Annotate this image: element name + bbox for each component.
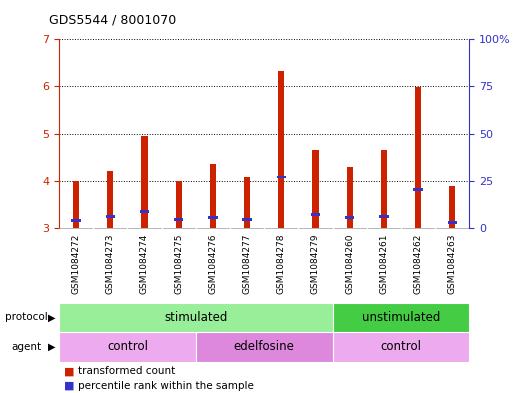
Text: GSM1084276: GSM1084276 — [208, 234, 218, 294]
Text: GSM1084278: GSM1084278 — [277, 234, 286, 294]
Bar — [196, 332, 332, 362]
Text: GSM1084273: GSM1084273 — [106, 234, 115, 294]
Text: GSM1084262: GSM1084262 — [413, 234, 423, 294]
Bar — [106, 215, 115, 218]
Bar — [345, 216, 354, 219]
Bar — [140, 210, 149, 213]
Bar — [142, 136, 148, 228]
Bar — [312, 150, 319, 228]
Text: unstimulated: unstimulated — [362, 311, 440, 324]
Text: stimulated: stimulated — [164, 311, 227, 324]
Text: GSM1084263: GSM1084263 — [448, 234, 457, 294]
Text: GSM1084272: GSM1084272 — [72, 234, 81, 294]
Text: GSM1084274: GSM1084274 — [140, 234, 149, 294]
Text: protocol: protocol — [5, 312, 48, 322]
Text: GSM1084279: GSM1084279 — [311, 234, 320, 294]
Bar — [208, 216, 218, 219]
Bar — [311, 213, 320, 216]
Bar — [381, 150, 387, 228]
Text: control: control — [381, 340, 422, 353]
Text: control: control — [107, 340, 148, 353]
Bar — [59, 303, 332, 332]
Text: ■: ■ — [64, 366, 74, 376]
Text: ■: ■ — [64, 381, 74, 391]
Bar — [73, 181, 79, 228]
Text: GDS5544 / 8001070: GDS5544 / 8001070 — [49, 14, 176, 27]
Bar — [347, 167, 353, 228]
Bar — [107, 171, 113, 228]
Bar — [210, 164, 216, 228]
Text: ▶: ▶ — [48, 312, 55, 322]
Bar — [175, 181, 182, 228]
Text: GSM1084261: GSM1084261 — [380, 234, 388, 294]
Bar — [243, 218, 252, 221]
Bar — [277, 176, 286, 178]
Text: GSM1084277: GSM1084277 — [243, 234, 251, 294]
Text: percentile rank within the sample: percentile rank within the sample — [78, 381, 254, 391]
Bar — [379, 215, 388, 218]
Bar — [278, 71, 284, 228]
Bar — [413, 188, 423, 191]
Bar — [71, 219, 81, 222]
Bar — [449, 186, 456, 228]
Bar — [59, 332, 196, 362]
Bar — [332, 303, 469, 332]
Bar — [244, 177, 250, 228]
Text: ▶: ▶ — [48, 342, 55, 352]
Bar — [174, 218, 183, 221]
Text: GSM1084275: GSM1084275 — [174, 234, 183, 294]
Bar — [332, 332, 469, 362]
Bar — [415, 87, 421, 228]
Text: agent: agent — [11, 342, 42, 352]
Text: GSM1084260: GSM1084260 — [345, 234, 354, 294]
Text: transformed count: transformed count — [78, 366, 176, 376]
Bar — [448, 221, 457, 224]
Text: edelfosine: edelfosine — [234, 340, 294, 353]
